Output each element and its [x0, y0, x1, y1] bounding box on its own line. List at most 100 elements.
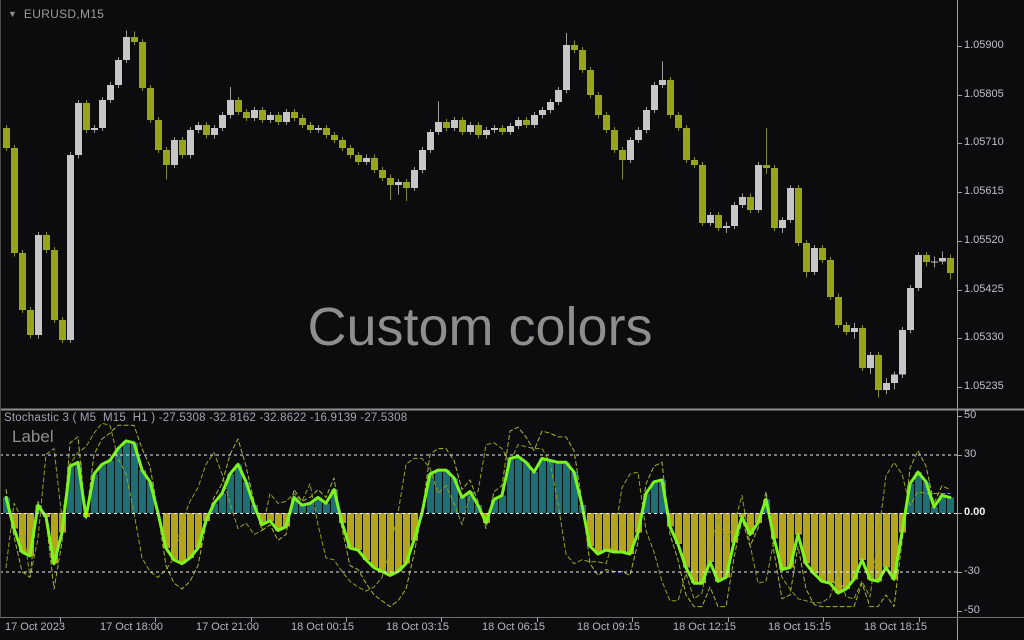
symbol-selector[interactable]: ▼ EURUSD,M15	[8, 7, 104, 21]
candle-up	[651, 84, 658, 111]
candle-up	[635, 130, 642, 140]
histogram-bar-negative	[859, 513, 866, 560]
candle-up	[907, 288, 914, 331]
histogram-bar-positive	[923, 481, 930, 513]
histogram-bar-negative	[379, 513, 386, 572]
candle-up	[539, 110, 546, 116]
candle-up	[115, 59, 122, 85]
histogram-bar-positive	[915, 472, 922, 513]
candle-up	[395, 181, 402, 185]
candle-down	[371, 157, 378, 171]
histogram-bar-positive	[947, 497, 954, 513]
candle-down	[163, 150, 170, 165]
candle-up	[899, 330, 906, 375]
candle-down	[331, 135, 338, 140]
histogram-bar-positive	[459, 497, 466, 513]
histogram-bar-negative	[267, 513, 274, 521]
time-axis-label: 18 Oct 03:15	[386, 621, 449, 633]
time-axis-label: 17 Oct 18:00	[100, 621, 163, 633]
price-axis-label: 1.05235	[964, 380, 1004, 393]
histogram-bar-negative	[739, 513, 746, 517]
candle-down	[3, 128, 10, 149]
histogram-bar-positive	[939, 495, 946, 513]
candlesticks-layer[interactable]	[3, 30, 954, 398]
histogram-bar-negative	[891, 513, 898, 580]
candle-up	[731, 204, 738, 226]
candle-down	[59, 319, 66, 340]
histogram-bar-positive	[571, 472, 578, 513]
candle-down	[27, 310, 34, 336]
histogram-bar-positive	[323, 503, 330, 513]
candle-down	[243, 112, 250, 118]
histogram-bar-positive	[499, 495, 506, 513]
histogram-bar-negative	[11, 513, 18, 529]
candle-down	[795, 188, 802, 243]
histogram-bar-positive	[435, 470, 442, 513]
candle-up	[75, 102, 82, 156]
time-axis-label: 18 Oct 06:15	[482, 621, 545, 633]
histogram-bar-positive	[115, 448, 122, 513]
candle-up	[267, 115, 274, 120]
candle-up	[91, 128, 98, 131]
candle-up	[107, 84, 114, 100]
candle-down	[675, 115, 682, 129]
histogram-bar-positive	[139, 470, 146, 513]
histogram-bar-positive	[235, 464, 242, 513]
histogram-bar-positive	[651, 481, 658, 513]
candle-down	[307, 124, 314, 131]
candle-down	[475, 124, 482, 136]
candle-up	[779, 219, 786, 229]
indicator-scale-label: -30	[964, 564, 980, 577]
candle-up	[219, 115, 226, 129]
candle-down	[523, 119, 530, 125]
candle-down	[275, 115, 282, 122]
candle-down	[595, 95, 602, 116]
candle-up	[419, 150, 426, 171]
histogram-bar-positive	[523, 462, 530, 513]
candle-down	[51, 250, 58, 320]
histogram-bar-positive	[131, 442, 138, 513]
histogram-bar-positive	[467, 491, 474, 513]
candle-up	[491, 128, 498, 131]
candle-up	[547, 101, 554, 111]
candle-down	[715, 215, 722, 229]
candle-up	[363, 157, 370, 162]
histogram-bar-negative	[43, 513, 50, 517]
candle-down	[923, 255, 930, 262]
candle-up	[123, 36, 130, 60]
candle-down	[611, 130, 618, 151]
histogram-bar-negative	[171, 513, 178, 560]
histogram-bar-positive	[547, 460, 554, 513]
candle-down	[147, 88, 154, 120]
candle-up	[739, 196, 746, 205]
histogram-bar-positive	[307, 503, 314, 513]
candle-up	[851, 328, 858, 333]
candle-down	[387, 177, 394, 185]
histogram-bar-positive	[91, 474, 98, 513]
stochastic-dashed-line-1	[5, 424, 951, 608]
candle-up	[563, 44, 570, 91]
indicator-label: Label	[12, 427, 54, 446]
candle-up	[315, 128, 322, 131]
candle-up	[35, 235, 42, 336]
symbol-dropdown-icon[interactable]: ▼	[8, 8, 17, 19]
candle-down	[835, 296, 842, 325]
candle-down	[11, 148, 18, 254]
candle-down	[203, 124, 210, 136]
histogram-bar-negative	[795, 513, 802, 535]
candle-up	[187, 130, 194, 156]
histogram-bar-negative	[403, 513, 410, 564]
candle-down	[747, 196, 754, 211]
candle-up	[891, 374, 898, 383]
candle-down	[355, 155, 362, 162]
time-axis-label: 18 Oct 15:15	[768, 621, 831, 633]
price-axis-label: 1.05805	[964, 87, 1004, 100]
time-axis-label: 17 Oct 21:00	[196, 621, 259, 633]
histogram-bar-positive	[243, 481, 250, 513]
candle-down	[843, 324, 850, 333]
candle-up	[435, 121, 442, 133]
candle-down	[379, 170, 386, 178]
candle-down	[459, 119, 466, 133]
indicator-scale-label: 50	[964, 408, 977, 421]
